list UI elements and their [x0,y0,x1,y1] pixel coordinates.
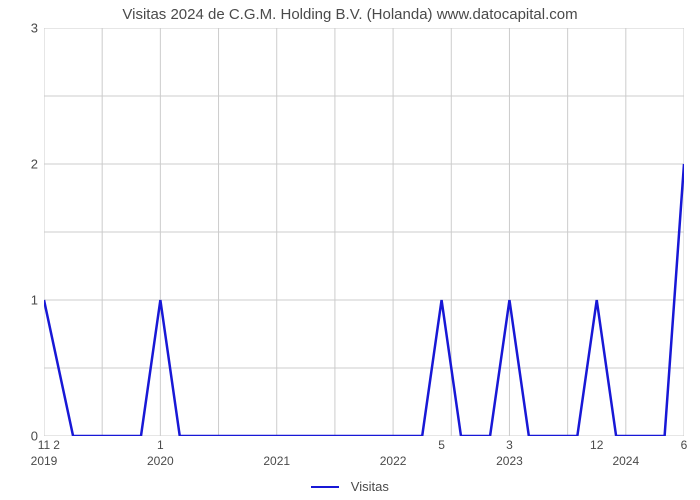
x-year-label: 2020 [147,454,174,468]
x-year-label: 2019 [31,454,58,468]
y-tick-label: 3 [0,21,38,36]
x-year-label: 2023 [496,454,523,468]
y-tick-label: 0 [0,429,38,444]
legend: Visitas [0,478,700,494]
x-value-label: 11 [38,438,50,452]
plot-area [44,28,684,436]
x-year-label: 2024 [612,454,639,468]
chart-svg [44,28,684,436]
legend-label: Visitas [351,479,389,494]
x-value-label: 2 [53,438,60,452]
x-value-label: 5 [438,438,445,452]
x-value-label: 6 [681,438,688,452]
y-tick-label: 2 [0,157,38,172]
x-value-label: 12 [590,438,603,452]
x-year-label: 2021 [263,454,290,468]
y-tick-label: 1 [0,293,38,308]
x-value-label: 3 [506,438,513,452]
chart-title: Visitas 2024 de C.G.M. Holding B.V. (Hol… [0,0,700,23]
x-value-label: 1 [157,438,164,452]
x-year-label: 2022 [380,454,407,468]
legend-line-swatch [311,486,339,488]
